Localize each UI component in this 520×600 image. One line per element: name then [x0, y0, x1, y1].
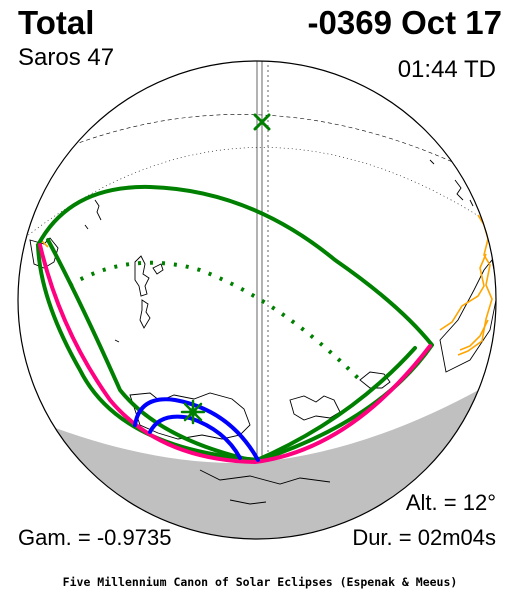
penumbra-inner-curve [46, 238, 417, 463]
duration-label: Dur. = 02m04s [352, 525, 496, 550]
time-label: 01:44 TD [397, 56, 496, 83]
credit-caption: Five Millennium Canon of Solar Eclipses … [62, 575, 458, 589]
globe-outline [17, 60, 497, 540]
eclipse-type-label: Total [18, 4, 95, 41]
gamma-label: Gam. = -0.9735 [18, 525, 172, 550]
eclipse-date-label: -0369 Oct 17 [307, 4, 502, 41]
coastlines [29, 159, 496, 505]
subsolar-point-x-icon [253, 113, 271, 131]
greatest-eclipse-star-icon [180, 399, 206, 425]
umbra-limits [133, 397, 260, 462]
penumbra-outer-curve [36, 184, 434, 462]
northern-limit-dotted [68, 260, 362, 382]
graticule [21, 61, 496, 462]
central-line [38, 243, 432, 465]
altitude-label: Alt. = 12° [405, 490, 496, 515]
penumbra-limits [36, 184, 434, 463]
saros-label: Saros 47 [18, 44, 115, 71]
